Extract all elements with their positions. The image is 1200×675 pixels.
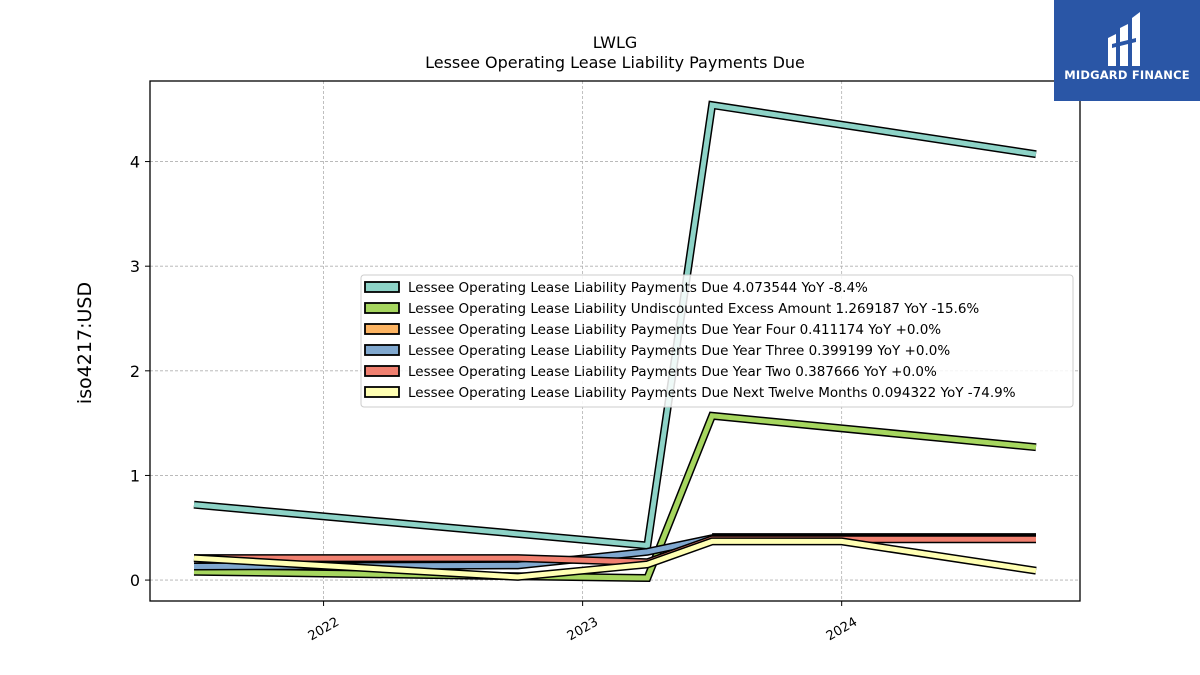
legend-entry: Lessee Operating Lease Liability Payment… [408, 322, 941, 338]
legend-swatch [364, 344, 400, 356]
legend-entry: Lessee Operating Lease Liability Payment… [408, 343, 950, 359]
series-lines [193, 100, 1037, 583]
x-tick-label: 2022 [306, 615, 342, 645]
midgard-logo-icon [1108, 12, 1140, 66]
chart-title: LWLG [593, 33, 638, 52]
legend-entry: Lessee Operating Lease Liability Payment… [408, 280, 868, 296]
plot-frame [149, 80, 1081, 602]
y-tick-label: 2 [130, 362, 140, 381]
chart-subtitle: Lessee Operating Lease Liability Payment… [425, 53, 805, 72]
x-tick-label: 2024 [824, 615, 860, 645]
y-axis-label: iso4217:USD [74, 282, 96, 404]
legend-swatch [364, 323, 400, 335]
y-tick-label: 1 [130, 466, 140, 485]
y-tick-label: 0 [130, 571, 140, 590]
legend-entry: Lessee Operating Lease Liability Payment… [408, 385, 1016, 401]
legend: Lessee Operating Lease Liability Payment… [360, 274, 1074, 408]
legend-swatch [364, 281, 400, 293]
legend-swatch [364, 365, 400, 377]
legend-swatch [364, 302, 400, 314]
x-tick-label: 2023 [565, 615, 601, 645]
y-tick-label: 3 [130, 257, 140, 276]
logo-text: MIDGARD FINANCE [1064, 68, 1190, 82]
legend-entry: Lessee Operating Lease Liability Payment… [408, 364, 937, 380]
y-tick-label: 4 [130, 153, 140, 172]
legend-box [360, 274, 1074, 408]
legend-swatch [364, 386, 400, 398]
midgard-finance-logo: MIDGARD FINANCE [1054, 0, 1200, 101]
legend-entry: Lessee Operating Lease Liability Undisco… [408, 301, 979, 317]
series-line [193, 538, 1037, 580]
